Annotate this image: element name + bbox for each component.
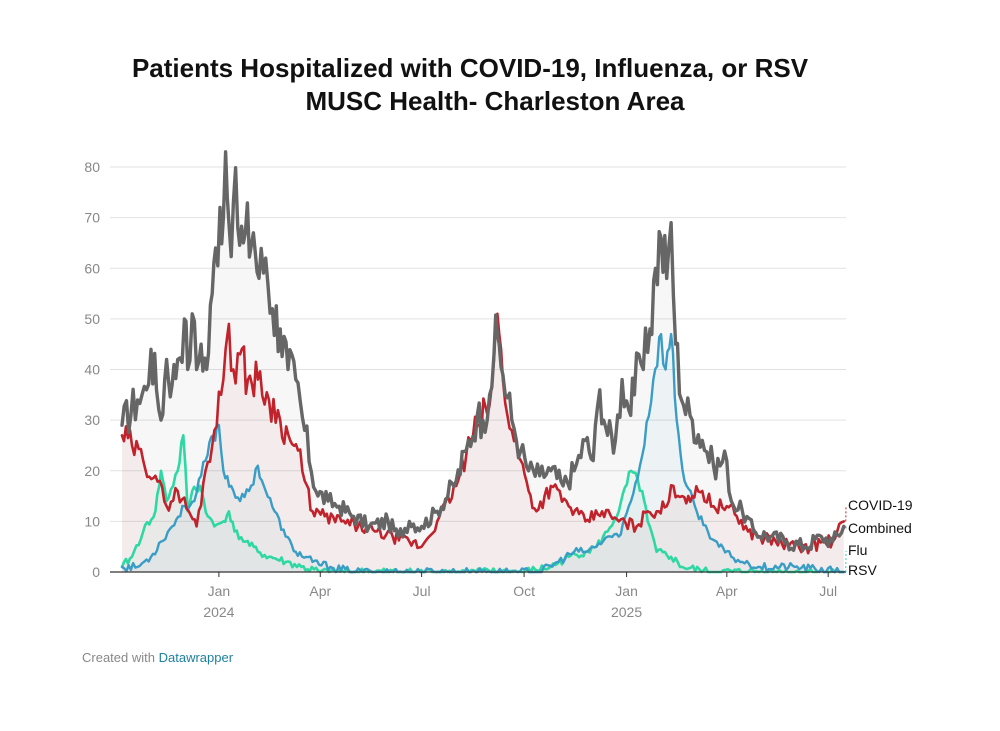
- axes: 0 10 20 30 40 50 60 70 80 Jan 2024 Apr Jul Oct Jan 2025…: [84, 159, 846, 620]
- area-flu: [122, 435, 844, 572]
- x-tick-year-label: 2024: [203, 604, 234, 620]
- chart-subtitle: MUSC Health- Charleston Area: [305, 86, 685, 116]
- x-tick-label: Apr: [309, 583, 331, 599]
- y-tick-label: 30: [84, 412, 100, 428]
- y-tick-label: 20: [84, 463, 100, 479]
- credit-footer: Created with Datawrapper: [82, 650, 233, 665]
- x-tick-year-label: 2025: [611, 604, 642, 620]
- chart-title: Patients Hospitalized with COVID-19, Inf…: [131, 53, 809, 83]
- credit-prefix: Created with: [82, 650, 155, 665]
- x-tick-label: Jan: [208, 583, 231, 599]
- area-rsv: [122, 334, 844, 572]
- line-combined: [120, 150, 846, 553]
- series-end-labels: COVID-19 Combined Flu RSV: [845, 497, 913, 578]
- y-tick-label: 50: [84, 311, 100, 327]
- y-tick-label: 0: [92, 564, 100, 580]
- y-tick-label: 60: [84, 260, 100, 276]
- x-tick-label: Jul: [413, 583, 431, 599]
- y-tick-label: 10: [84, 513, 100, 529]
- y-tick-label: 80: [84, 159, 100, 175]
- datawrapper-link[interactable]: Datawrapper: [158, 650, 234, 665]
- series-label-flu: Flu: [848, 542, 867, 558]
- x-tick-label: Jan: [615, 583, 638, 599]
- line-covid-19: [120, 312, 846, 555]
- chart-header: Patients Hospitalized with COVID-19, Inf…: [0, 52, 940, 118]
- x-tick-label: Jul: [819, 583, 837, 599]
- series-label-rsv: RSV: [848, 562, 877, 578]
- y-tick-label: 40: [84, 362, 100, 378]
- x-tick-label: Oct: [513, 583, 535, 599]
- x-tick-label: Apr: [716, 583, 738, 599]
- series-label-covid-19: COVID-19: [848, 497, 913, 513]
- y-tick-label: 70: [84, 210, 100, 226]
- series-label-combined: Combined: [848, 520, 912, 536]
